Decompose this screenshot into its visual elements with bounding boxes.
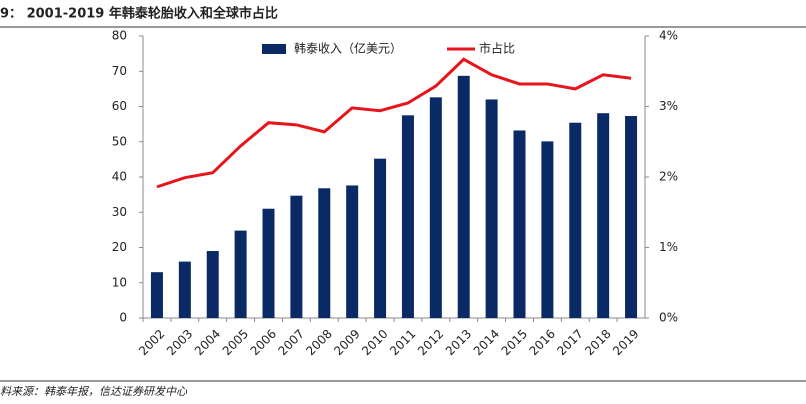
bar [262,208,275,318]
source: 料来源：韩泰年报，信达证券研发中心 [0,385,188,398]
x-tick-label: 2013 [443,327,474,358]
y-tick-label: 80 [112,29,127,43]
y-tick-label: 0 [119,311,127,325]
bar [206,251,219,318]
x-tick-label: 2004 [192,327,223,358]
chart-title: 9： 2001-2019 年韩泰轮胎收入和全球市占比 [0,6,278,22]
bar [150,272,163,318]
y2-tick-label: 4% [659,29,678,43]
bar [457,75,470,319]
bar [597,113,610,318]
bar [234,230,247,318]
legend-swatch [262,44,286,54]
line [156,57,632,189]
x-tick-label: 2008 [303,327,334,358]
x-tick-label: 2002 [136,327,167,358]
bar [513,130,526,318]
x-tick-label: 2011 [387,327,418,358]
y-tick-label: 30 [112,205,127,219]
x-tick-label: 2005 [220,327,251,358]
y-tick-label: 20 [112,240,127,254]
y-tick-label: 70 [112,64,127,78]
legend-label: 市占比 [479,41,515,56]
legend-label: 韩泰收入（亿美元） [294,41,402,56]
x-tick-label: 2018 [582,327,613,358]
y-tick-label: 60 [112,99,127,113]
y2-tick-label: 2% [659,170,678,184]
y2-tick-label: 3% [659,99,678,113]
x-tick-label: 2010 [359,327,390,358]
x-tick-label: 2003 [164,327,195,358]
x-tick-label: 2007 [275,327,306,358]
bar [429,97,442,319]
x-tick-label: 2019 [610,327,641,358]
x-tick-label: 2017 [554,327,585,358]
x-tick-label: 2012 [415,327,446,358]
bar [569,122,582,318]
x-tick-label: 2015 [499,327,530,358]
bar [485,99,498,318]
y-tick-label: 40 [112,170,127,184]
y-tick-label: 50 [112,134,127,148]
bar [374,158,387,318]
y2-tick-label: 0% [659,311,678,325]
x-tick-label: 2016 [526,327,557,358]
y-tick-label: 10 [112,275,127,289]
x-tick-label: 2006 [248,327,279,358]
x-tick-label: 2009 [331,327,362,358]
bar [346,185,359,318]
bar [178,261,191,318]
bar [401,115,414,318]
bar [290,195,303,318]
bar [318,188,331,318]
bar [541,141,554,318]
x-tick-label: 2014 [471,327,502,358]
y2-tick-label: 1% [659,240,678,254]
bar [625,116,638,318]
